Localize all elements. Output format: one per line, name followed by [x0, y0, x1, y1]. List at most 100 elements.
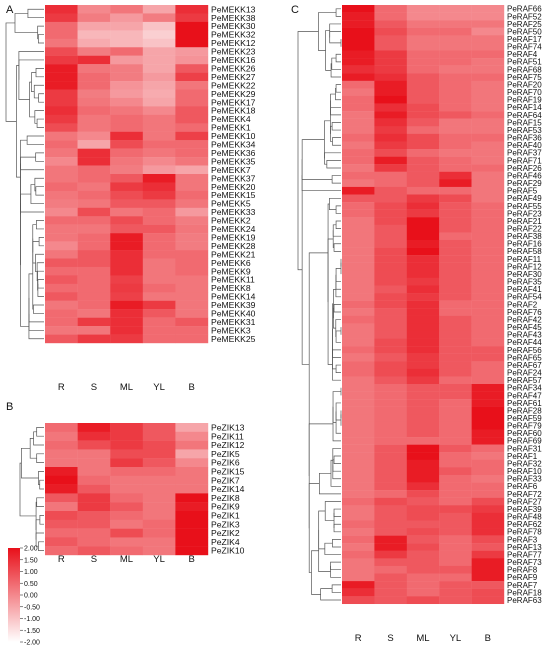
row-label: PeMEKK30 [211, 21, 256, 31]
heatmap-cell [471, 247, 505, 256]
heatmap-cell [374, 452, 407, 460]
dendrogram-branch [32, 238, 34, 310]
heatmap-cell [77, 493, 111, 503]
heatmap-cell [110, 493, 143, 503]
dendrogram-branch [335, 84, 341, 93]
heatmap-cell [439, 224, 472, 233]
heatmap-cell [406, 186, 440, 195]
heatmap-cell [342, 103, 375, 112]
heatmap-cell [374, 497, 407, 506]
heatmap-cell [471, 88, 505, 97]
row-label: PeRAF42 [507, 315, 542, 324]
heatmap-cell [77, 511, 111, 520]
heatmap-cell [142, 511, 176, 520]
heatmap-cell [471, 95, 505, 104]
heatmap-cell [77, 241, 111, 251]
heatmap-cell [471, 550, 505, 559]
heatmap-cell [45, 467, 78, 476]
row-label: PeRAF15 [507, 118, 542, 127]
row-label: PeMEKK34 [211, 140, 256, 150]
dendrogram-branch [33, 431, 44, 446]
heatmap-cell [45, 114, 78, 124]
heatmap-cell [142, 216, 176, 225]
heatmap-cell [342, 497, 375, 506]
heatmap-cell [110, 309, 143, 318]
heatmap-cell [142, 546, 176, 556]
heatmap-cell [406, 573, 440, 582]
dendrogram-branch [38, 93, 44, 103]
row-label: PeRAF66 [507, 5, 542, 14]
heatmap-cell [77, 199, 111, 208]
heatmap-cell [342, 588, 375, 597]
heatmap-cell [439, 156, 472, 165]
heatmap-cell [374, 346, 407, 354]
heatmap-cell [142, 123, 176, 132]
row-label: PeRAF78 [507, 528, 542, 537]
heatmap-cell [406, 80, 440, 89]
heatmap-cell [374, 368, 407, 377]
heatmap-cell [45, 292, 78, 301]
heatmap-cell [406, 308, 440, 316]
heatmap-cell [110, 326, 143, 335]
heatmap-cell [471, 437, 505, 445]
heatmap-cell [45, 55, 78, 65]
row-label: PeMEKK1 [211, 123, 251, 133]
heatmap-cell [77, 440, 111, 450]
row-label: PeRAF51 [507, 58, 542, 67]
heatmap-cell [471, 65, 505, 74]
column-label: R [58, 382, 65, 393]
heatmap-cell [142, 72, 176, 82]
heatmap-cell [471, 224, 505, 233]
heatmap-cell [406, 346, 440, 354]
heatmap-cell [45, 241, 78, 251]
row-label: PeMEKK39 [211, 300, 256, 310]
heatmap-cell [374, 565, 407, 574]
heatmap-cell [142, 326, 176, 335]
heatmap-cell [45, 283, 78, 293]
heatmap-cell [342, 353, 375, 362]
row-label: PeMEKK37 [211, 173, 256, 183]
panel-a-heatmap: PeMEKK13PeMEKK38PeMEKK30PeMEKK32PeMEKK12… [5, 4, 256, 393]
heatmap-cell [175, 81, 209, 90]
heatmap-cell [406, 209, 440, 218]
dendrogram-branch [332, 349, 341, 358]
heatmap-cell [471, 490, 505, 498]
heatmap-cell [374, 482, 407, 491]
dendrogram-branch [335, 319, 341, 337]
heatmap-cell [439, 149, 472, 157]
row-label: PeMEKK7 [211, 165, 251, 175]
heatmap-cell [406, 414, 440, 423]
heatmap-cell [439, 285, 472, 294]
heatmap-cell [110, 224, 143, 234]
heatmap-cell [342, 217, 375, 226]
heatmap-cell [471, 429, 505, 438]
dendrogram-branch [36, 453, 44, 463]
heatmap-cell [439, 330, 472, 339]
dendrogram [5, 8, 44, 340]
heatmap-cell [342, 293, 375, 301]
dendrogram-branch [20, 193, 44, 213]
dendrogram-branch [39, 479, 44, 490]
heatmap-cell [342, 50, 375, 59]
dendrogram-branch [37, 279, 44, 289]
heatmap-cell [439, 88, 472, 97]
heatmap-cell [110, 157, 143, 166]
heatmap-cell [471, 467, 505, 476]
row-label: PeRAF20 [507, 80, 542, 89]
dendrogram-branch [327, 203, 330, 303]
heatmap-cell [471, 277, 505, 286]
row-label: PeRAF21 [507, 217, 542, 226]
heatmap-cell [471, 399, 505, 407]
heatmap-cell [77, 157, 111, 166]
dendrogram-branch [331, 175, 341, 184]
heatmap-cell [342, 95, 375, 104]
row-label: PeZIK13 [211, 423, 245, 433]
heatmap-cell [142, 131, 176, 141]
heatmap-cell [374, 247, 407, 256]
heatmap-cell [374, 202, 407, 210]
row-label: PeRAF18 [507, 588, 542, 597]
heatmap-cell [374, 588, 407, 597]
heatmap-cell [175, 458, 209, 468]
heatmap-cell [110, 131, 143, 141]
heatmap-cell [342, 467, 375, 476]
